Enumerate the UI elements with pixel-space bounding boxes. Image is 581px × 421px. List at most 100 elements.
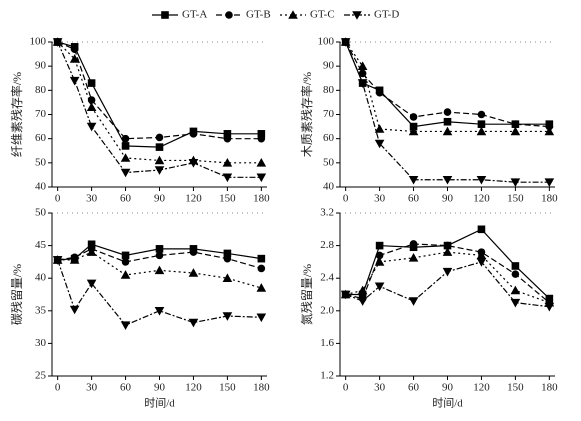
x-tick-label: 150 xyxy=(507,193,524,205)
marker xyxy=(357,79,368,88)
marker xyxy=(510,126,521,136)
marker xyxy=(154,307,165,316)
x-tick-label: 30 xyxy=(86,193,98,205)
x-tick-label: 60 xyxy=(120,193,132,205)
marker xyxy=(544,302,555,312)
marker xyxy=(544,126,555,136)
marker xyxy=(121,251,130,260)
marker xyxy=(120,153,131,162)
x-tick-label: 180 xyxy=(541,382,558,394)
marker xyxy=(442,247,453,256)
y-tick-label: 100 xyxy=(30,36,47,48)
marker xyxy=(408,253,419,262)
marker xyxy=(121,142,130,150)
marker xyxy=(477,110,486,119)
marker xyxy=(357,297,368,306)
marker xyxy=(409,240,418,248)
x-tick-label: 0 xyxy=(343,382,349,394)
legend-label: GT-A xyxy=(182,9,207,21)
series-line xyxy=(345,243,550,304)
marker xyxy=(69,305,80,315)
marker xyxy=(257,134,266,143)
marker xyxy=(256,158,267,167)
y-tick-label: 2.8 xyxy=(320,239,334,251)
y-tick-label: 40 xyxy=(35,272,47,284)
marker xyxy=(357,61,368,70)
marker xyxy=(409,113,418,121)
marker xyxy=(442,175,453,185)
marker xyxy=(223,249,232,258)
x-tick-label: 120 xyxy=(473,193,490,205)
y-tick-label: 35 xyxy=(35,304,47,316)
y-tick-label: 100 xyxy=(318,36,335,48)
marker xyxy=(161,11,169,19)
x-tick-label: 90 xyxy=(154,193,166,205)
y-tick-label: 25 xyxy=(35,370,47,382)
y-tick-label: 2.0 xyxy=(320,304,334,316)
marker xyxy=(511,262,520,270)
x-tick-label: 150 xyxy=(219,193,236,205)
marker xyxy=(443,117,452,126)
marker xyxy=(189,130,198,138)
marker xyxy=(443,241,452,250)
y-tick-label: 70 xyxy=(35,108,47,120)
marker xyxy=(70,45,79,54)
marker xyxy=(374,139,385,149)
x-tick-label: 90 xyxy=(154,382,166,394)
x-tick-label: 120 xyxy=(185,382,202,394)
marker xyxy=(477,120,486,128)
x-tick-label: 90 xyxy=(442,193,454,205)
marker xyxy=(189,248,198,256)
y-tick-label: 60 xyxy=(323,132,335,144)
marker xyxy=(155,251,164,260)
marker xyxy=(374,257,385,266)
y-tick-label: 80 xyxy=(323,84,335,96)
marker xyxy=(188,159,199,168)
marker xyxy=(374,282,385,292)
marker xyxy=(222,312,233,321)
y-tick-label: 40 xyxy=(323,181,335,193)
x-tick-label: 60 xyxy=(408,382,420,394)
marker xyxy=(477,225,486,234)
marker xyxy=(52,38,63,47)
y-tick-label: 90 xyxy=(323,60,335,72)
y-tick-label: 70 xyxy=(323,108,335,120)
legend-label: GT-B xyxy=(246,9,271,21)
y-tick-label: 90 xyxy=(35,60,47,72)
y-axis-label: 碳残留量/% xyxy=(10,264,24,325)
marker xyxy=(408,126,419,136)
marker xyxy=(188,318,199,328)
marker xyxy=(87,79,96,87)
marker xyxy=(408,297,419,306)
marker xyxy=(188,268,199,277)
series-line xyxy=(57,259,262,326)
marker xyxy=(87,96,96,104)
y-tick-label: 80 xyxy=(35,84,47,96)
x-tick-label: 120 xyxy=(473,382,490,394)
marker xyxy=(223,254,232,263)
y-axis-label: 木质素残存率/% xyxy=(299,72,314,157)
x-tick-label: 30 xyxy=(374,382,386,394)
marker xyxy=(225,11,233,19)
marker xyxy=(288,10,298,19)
marker xyxy=(409,122,418,131)
marker xyxy=(408,175,419,185)
marker xyxy=(375,88,384,97)
marker xyxy=(375,251,384,260)
marker xyxy=(154,166,165,175)
marker xyxy=(256,173,267,183)
series-line xyxy=(57,251,262,289)
x-tick-label: 180 xyxy=(541,193,558,205)
marker xyxy=(544,178,555,187)
marker xyxy=(223,134,232,143)
x-axis-label: 时间/d xyxy=(144,397,175,410)
marker xyxy=(476,126,487,136)
marker xyxy=(374,124,385,133)
series-line xyxy=(57,41,262,148)
x-tick-label: 30 xyxy=(86,382,98,394)
marker xyxy=(257,130,266,138)
series-line xyxy=(345,41,550,183)
x-tick-label: 0 xyxy=(343,193,349,205)
marker xyxy=(154,155,165,165)
